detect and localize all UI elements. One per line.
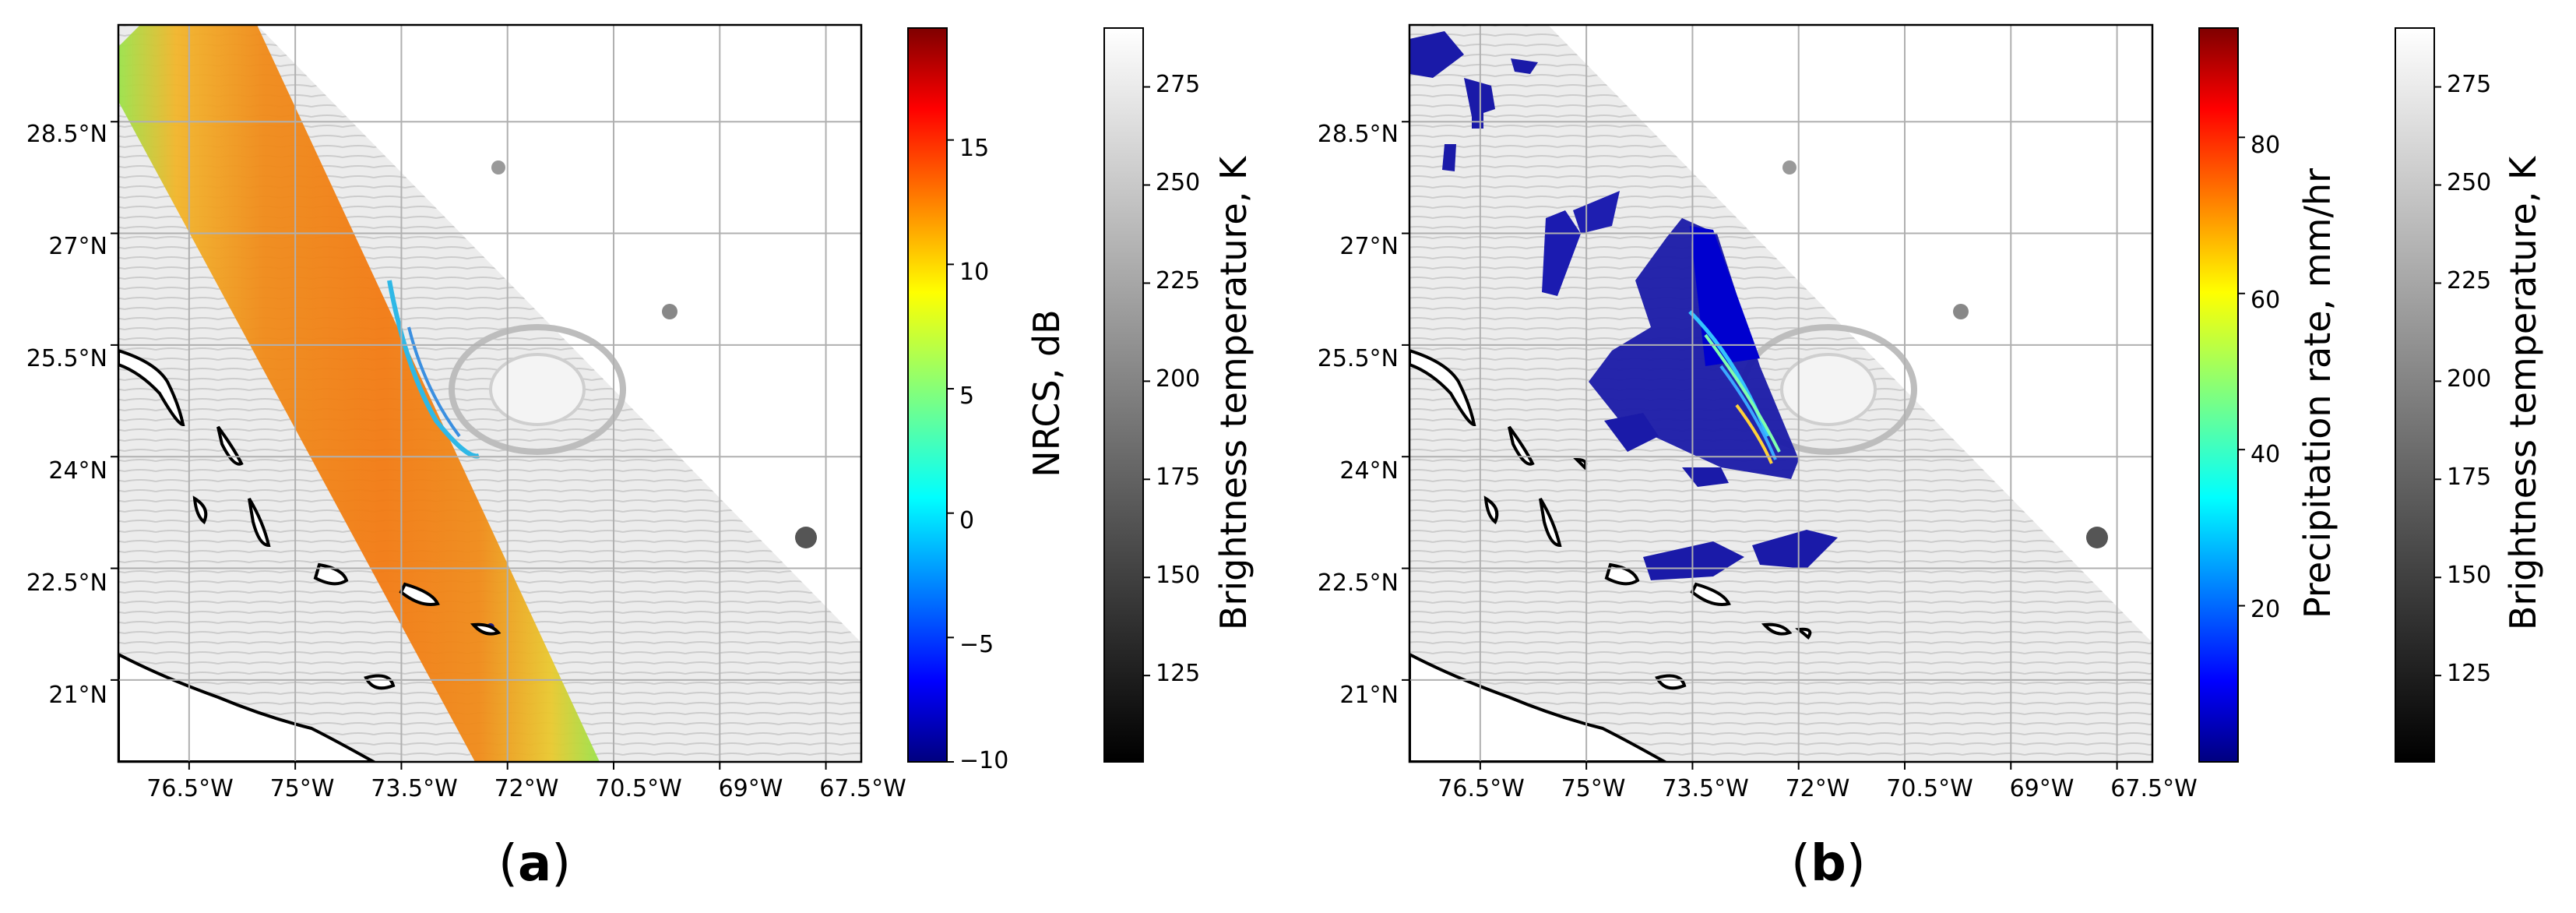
colorbar-label-tb-b: Brightness temperature, K (2502, 155, 2544, 630)
panel-b: 28.5°N 27°N 25.5°N 24°N 22.5°N 21°N 76.5… (1318, 23, 2544, 893)
coastlines-a (118, 348, 501, 762)
lat-label: 27°N (48, 233, 107, 260)
lat-label: 21°N (48, 682, 107, 709)
cb-tick: 275 (2447, 71, 2491, 98)
lat-label: 22.5°N (1318, 569, 1399, 597)
colorbar-label-precip: Precipitation rate, mm/hr (2296, 168, 2338, 619)
cb-tick: 150 (1156, 562, 1200, 589)
cb-tick: 200 (2447, 365, 2491, 393)
caption-b: (b) (1791, 835, 1866, 893)
cb-tick: 40 (2250, 441, 2280, 468)
cb-tick: 175 (1156, 464, 1200, 491)
cb-tick: 175 (2447, 464, 2491, 491)
cb-tick: 225 (2447, 267, 2491, 294)
lon-label: 75°W (270, 775, 335, 802)
map-a (118, 25, 861, 762)
cb-tick: 60 (2250, 287, 2280, 314)
cb-tick: −5 (959, 631, 994, 658)
coastlines-b (1409, 348, 1812, 762)
lon-label: 67.5°W (2110, 775, 2197, 802)
lat-label: 22.5°N (26, 569, 107, 597)
lon-label: 73.5°W (371, 775, 457, 802)
colorbar-tb-a: 275 250 225 200 175 150 125 Brightness t… (1103, 27, 1255, 763)
lon-label: 76.5°W (1438, 775, 1524, 802)
lon-label: 69°W (2010, 775, 2075, 802)
cb-tick: −10 (959, 747, 1008, 774)
colorbar-label-nrcs: NRCS, dB (1026, 309, 1068, 477)
lat-label: 27°N (1339, 233, 1399, 260)
axis-ticks-b (1402, 121, 2118, 770)
gridlines-a (118, 25, 861, 762)
lon-label: 76.5°W (146, 775, 233, 802)
cb-tick: 0 (959, 507, 974, 534)
lat-label: 25.5°N (26, 345, 107, 372)
cb-tick: 125 (1156, 660, 1200, 687)
cb-tick: 15 (959, 135, 989, 162)
cb-tick: 125 (2447, 660, 2491, 687)
lat-label: 28.5°N (1318, 121, 1399, 148)
map-frame-a (117, 23, 863, 763)
cb-tick: 10 (959, 259, 989, 286)
lon-labels-a: 76.5°W 75°W 73.5°W 72°W 70.5°W 69°W 67.5… (146, 775, 906, 802)
cb-tick: 5 (959, 382, 974, 410)
cb-tick: 150 (2447, 562, 2491, 589)
lat-label: 28.5°N (26, 121, 107, 148)
lat-label: 24°N (48, 457, 107, 485)
lon-label: 72°W (494, 775, 559, 802)
panel-a: 28.5°N 27°N 25.5°N 24°N 22.5°N 21°N 76.5… (26, 23, 1255, 893)
cb-tick: 200 (1156, 365, 1200, 393)
lon-label: 70.5°W (1886, 775, 1972, 802)
lon-label: 75°W (1561, 775, 1626, 802)
precipitation-field (1409, 31, 1838, 580)
axis-ticks-a (111, 121, 827, 770)
cb-tick: 80 (2250, 132, 2280, 159)
map-b (1409, 25, 2152, 762)
colorbar-label-tb-a: Brightness temperature, K (1212, 155, 1255, 630)
cb-tick: 275 (1156, 71, 1200, 98)
gridlines-b (1409, 25, 2152, 762)
lon-label: 72°W (1786, 775, 1850, 802)
lon-label: 70.5°W (595, 775, 681, 802)
cb-tick: 20 (2250, 596, 2280, 623)
lat-labels-b: 28.5°N 27°N 25.5°N 24°N 22.5°N 21°N (1318, 121, 1399, 709)
map-frame-b (1408, 23, 2154, 763)
lat-label: 25.5°N (1318, 345, 1399, 372)
colorbar-tb-b: 275 250 225 200 175 150 125 Brightness t… (2395, 27, 2544, 763)
lon-label: 67.5°W (819, 775, 906, 802)
colorbar-nrcs: 15 10 5 0 −5 −10 NRCS, dB (907, 27, 1068, 774)
colorbar-precip: 80 60 40 20 Precipitation rate, mm/hr (2198, 27, 2338, 763)
cb-tick: 225 (1156, 267, 1200, 294)
cb-tick: 250 (1156, 169, 1200, 196)
lat-label: 24°N (1339, 457, 1399, 485)
caption-a: (a) (498, 835, 571, 893)
nrcs-swath (118, 25, 600, 762)
lat-label: 21°N (1339, 682, 1399, 709)
lon-label: 69°W (719, 775, 783, 802)
lon-labels-b: 76.5°W 75°W 73.5°W 72°W 70.5°W 69°W 67.5… (1438, 775, 2197, 802)
lat-labels-a: 28.5°N 27°N 25.5°N 24°N 22.5°N 21°N (26, 121, 107, 709)
lon-label: 73.5°W (1662, 775, 1748, 802)
cb-tick: 250 (2447, 169, 2491, 196)
